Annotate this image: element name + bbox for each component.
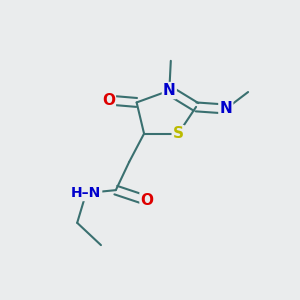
Text: H–N: H–N (71, 186, 101, 200)
Text: O: O (140, 193, 154, 208)
Text: N: N (219, 101, 232, 116)
Text: N: N (163, 83, 176, 98)
Text: S: S (173, 126, 184, 141)
Text: O: O (102, 93, 115, 108)
